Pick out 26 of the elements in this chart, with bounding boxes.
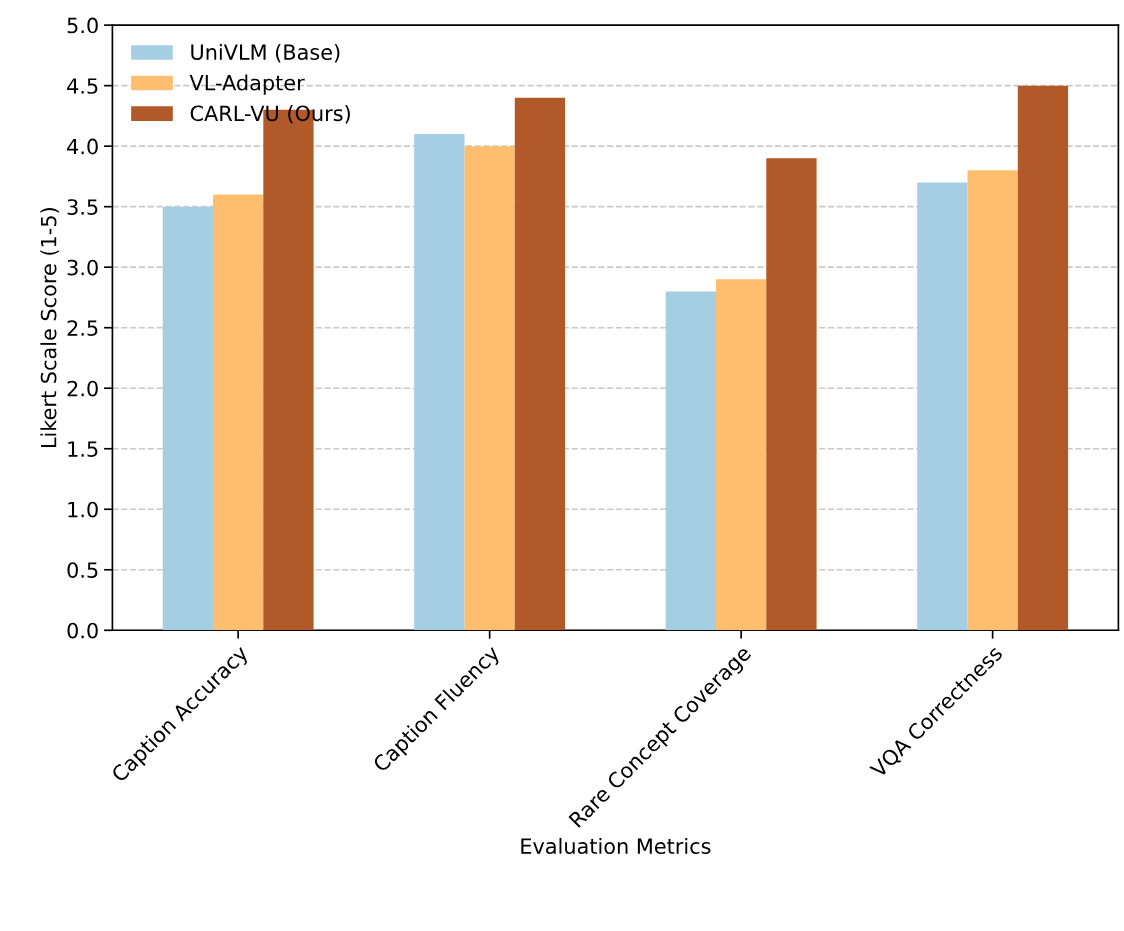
bar (766, 158, 817, 631)
x-axis-title: Evaluation Metrics (521, 837, 711, 855)
y-tick-label: 0.0 (67, 622, 98, 639)
bar (917, 182, 968, 631)
y-tick-label: 2.5 (67, 320, 98, 336)
bar (213, 194, 264, 631)
legend-label: VL-Adapter (189, 74, 305, 95)
y-tick-label: 5.0 (67, 17, 98, 34)
y-tick-label: 4.0 (67, 138, 98, 155)
y-tick-label: 4.5 (67, 78, 98, 94)
bar (162, 206, 213, 631)
bar (967, 170, 1018, 631)
y-tick-label: 1.0 (68, 501, 98, 518)
bar (1017, 85, 1069, 631)
bar (715, 279, 767, 631)
bar (414, 134, 465, 631)
y-tick-label: 0.5 (67, 562, 98, 578)
bar (665, 291, 716, 631)
y-tick-label: 3.0 (67, 259, 98, 276)
y-axis-title: Likert Scale Score (1-5) (40, 208, 59, 448)
bar (464, 146, 515, 631)
y-tick-label: 1.5 (68, 441, 98, 457)
bar (514, 97, 566, 631)
y-tick-label: 3.5 (67, 199, 98, 215)
legend-label: UniVLM (Base) (191, 43, 340, 63)
y-tick-label: 2.0 (67, 380, 98, 397)
